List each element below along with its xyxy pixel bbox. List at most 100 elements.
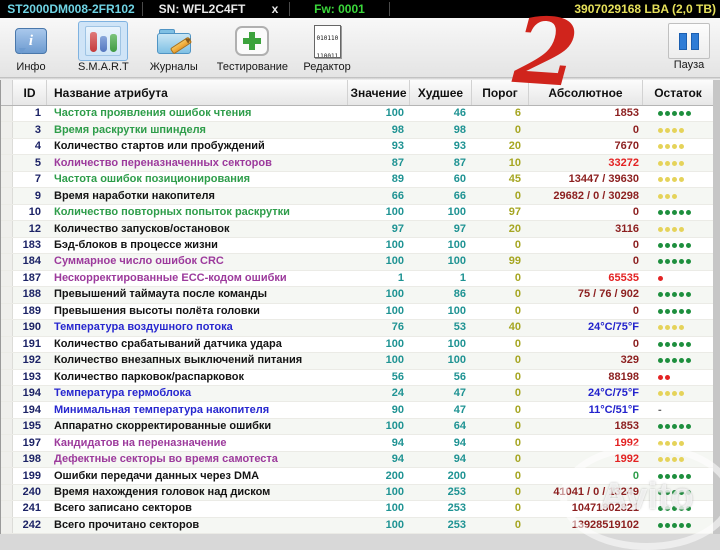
- cell-threshold: 97: [508, 206, 521, 219]
- row-gutter: [1, 402, 13, 418]
- cell-absolute: 29682 / 0 / 30298: [553, 189, 639, 202]
- table-row[interactable]: 240 Время нахождения головок над диском 10…: [1, 484, 713, 502]
- cell-remaining: [643, 337, 713, 352]
- pause-button-label: Пауза: [673, 59, 705, 71]
- cell-remaining: [643, 205, 713, 220]
- cell-id: 3: [34, 123, 41, 136]
- row-gutter: [1, 155, 13, 171]
- table-row[interactable]: 241 Всего записано секторов 100 253 0 1047180…: [1, 501, 713, 518]
- cell-worst: 253: [447, 502, 466, 515]
- table-row[interactable]: 10 Количество повторных попыток раскрутки…: [1, 204, 713, 222]
- cell-value: 100: [385, 288, 404, 301]
- column-header-threshold[interactable]: Порог: [472, 80, 529, 105]
- drive-capacity: 3907029168 LBA (2,0 TB): [574, 2, 716, 16]
- cell-remaining: [643, 518, 713, 533]
- cell-attribute-name: Превышений таймаута после команды: [54, 288, 268, 301]
- table-row[interactable]: 7 Частота ошибок позиционирования 89 60 45 13…: [1, 171, 713, 189]
- table-row[interactable]: 187 Нескорректированные ECC-кодом ошибки 1…: [1, 270, 713, 288]
- health-dot: [686, 490, 691, 496]
- table-row[interactable]: 183 Бэд-блоков в процессе жизни 100 100 0 0: [1, 237, 713, 255]
- cell-remaining: [643, 139, 713, 154]
- pause-button[interactable]: Пауза: [668, 23, 710, 71]
- row-gutter: [1, 451, 13, 468]
- toolbar-button[interactable]: 010110 110011 101000 0001 Редактор: [302, 21, 352, 73]
- toolbar-button-label: Редактор: [303, 61, 351, 73]
- cell-id: 189: [22, 304, 41, 317]
- health-dot: [672, 522, 677, 528]
- row-gutter: [1, 122, 13, 138]
- column-header-value[interactable]: Значение: [348, 80, 410, 105]
- cell-value: 94: [391, 436, 404, 449]
- column-header-attribute[interactable]: Название атрибута: [47, 80, 348, 105]
- table-row[interactable]: 192 Количество внезапных выключений питан…: [1, 353, 713, 370]
- toolbar-button[interactable]: Журналы: [149, 21, 199, 73]
- table-row[interactable]: 184 Суммарное число ошибок CRC 100 100 99 0: [1, 254, 713, 271]
- toolbar-button-label: S.M.A.R.T: [78, 61, 129, 73]
- table-row[interactable]: 189 Превышения высоты полёта головки 100 10…: [1, 303, 713, 321]
- table-row[interactable]: 12 Количество запусков/остановок 97 97 20 311…: [1, 221, 713, 238]
- row-gutter: [1, 435, 13, 451]
- column-header-remaining[interactable]: Остаток: [654, 85, 702, 100]
- health-dot: [679, 144, 684, 150]
- table-row[interactable]: 194 Минимальная температура накопителя 90 4…: [1, 402, 713, 419]
- cell-threshold: 0: [514, 304, 521, 317]
- table-row[interactable]: 191 Количество срабатываний датчика удара…: [1, 336, 713, 354]
- cell-attribute-name: Минимальная температура накопителя: [54, 403, 270, 416]
- toolbar-button[interactable]: i Инфо: [6, 21, 56, 73]
- cell-worst: 60: [453, 173, 466, 186]
- health-dot: [658, 440, 663, 446]
- cell-value: 200: [385, 469, 404, 482]
- toolbar-button[interactable]: Тестирование: [217, 21, 288, 73]
- column-header-worst[interactable]: Худшее: [410, 80, 472, 105]
- cell-threshold: 45: [508, 173, 521, 186]
- health-dot: [665, 193, 670, 199]
- cell-attribute-name: Нескорректированные ECC-кодом ошибки: [54, 271, 287, 284]
- health-dot: [665, 391, 670, 397]
- health-dot: [658, 341, 663, 347]
- cell-absolute: 1992: [614, 436, 639, 449]
- table-row[interactable]: 9 Время наработки накопителя 66 66 0 29682 / …: [1, 188, 713, 205]
- titlebar-divider: [289, 2, 290, 16]
- table-row[interactable]: 193 Количество парковок/распарковок 56 56 0 8…: [1, 369, 713, 386]
- cell-worst: 100: [447, 354, 466, 367]
- table-row[interactable]: 197 Кандидатов на переназначение 94 94 0 1992: [1, 435, 713, 452]
- cell-attribute-name: Аппаратно скорректированные ошибки: [54, 420, 272, 433]
- health-dot: [672, 111, 677, 117]
- health-dot: [665, 473, 670, 479]
- column-header-id[interactable]: ID: [13, 80, 47, 105]
- cell-worst: 87: [453, 156, 466, 169]
- table-row[interactable]: 194 Температура гермоблока 24 47 0 24°C/75°F: [1, 385, 713, 403]
- cell-threshold: 0: [514, 387, 521, 400]
- table-row[interactable]: 242 Всего прочитано секторов 100 253 0 139285…: [1, 517, 713, 535]
- cell-worst: 86: [453, 288, 466, 301]
- table-row[interactable]: 188 Превышений таймаута после команды 100 8…: [1, 287, 713, 304]
- health-dot: [679, 160, 684, 166]
- health-dot: [686, 292, 691, 298]
- table-row[interactable]: 5 Количество переназначенных секторов 87 87…: [1, 155, 713, 172]
- table-row[interactable]: 1 Частота проявления ошибок чтения 100 46 6 1…: [1, 106, 713, 123]
- health-dot: [665, 325, 670, 331]
- cell-remaining: [643, 188, 713, 203]
- table-row[interactable]: 195 Аппаратно скорректированные ошибки 100…: [1, 418, 713, 436]
- table-row[interactable]: 198 Дефектные секторы во время самотеста 9…: [1, 451, 713, 469]
- health-dot: [665, 292, 670, 298]
- table-row[interactable]: 190 Температура воздушного потока 76 53 40 24…: [1, 320, 713, 337]
- cell-id: 242: [22, 518, 41, 531]
- cell-remaining: [643, 435, 713, 450]
- table-row[interactable]: 4 Количество стартов или пробуждений 93 93 2…: [1, 138, 713, 156]
- cell-attribute-name: Количество внезапных выключений питания: [54, 354, 303, 367]
- table-row[interactable]: 3 Время раскрутки шпинделя 98 98 0 0: [1, 122, 713, 139]
- row-gutter: [1, 287, 13, 303]
- cell-id: 184: [22, 255, 41, 268]
- table-row[interactable]: 199 Ошибки передачи данных через DMA 200 20…: [1, 468, 713, 485]
- toolbar-button[interactable]: S.M.A.R.T: [78, 21, 129, 73]
- cell-attribute-name: Температура гермоблока: [54, 387, 192, 400]
- column-header-absolute[interactable]: Абсолютное: [529, 80, 643, 105]
- smart-table: ID Название атрибута Значение Худшее Пор…: [0, 80, 720, 535]
- cell-absolute: 329: [620, 354, 639, 367]
- health-dot: [658, 275, 663, 281]
- cell-absolute: 13447 / 39630: [568, 173, 639, 186]
- health-dot: [665, 358, 670, 364]
- cell-remaining: [643, 271, 713, 286]
- cell-worst: 100: [447, 255, 466, 268]
